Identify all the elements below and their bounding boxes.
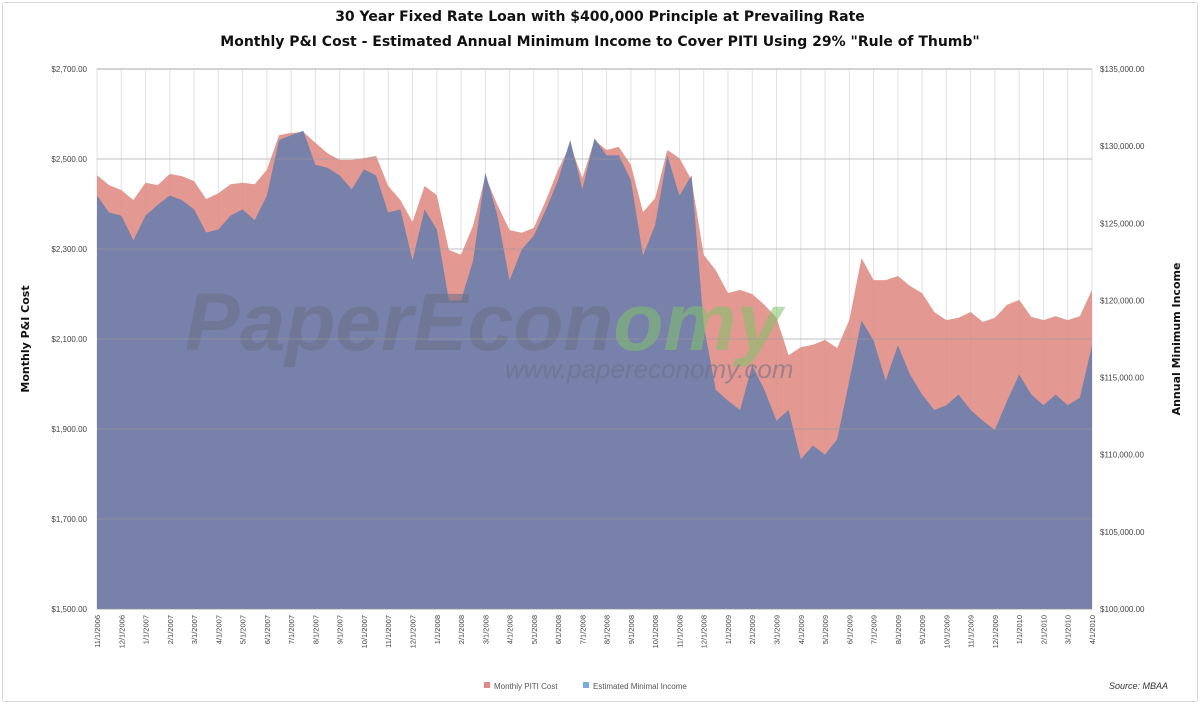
y2-axis-label: Annual Minimum Income [1170, 263, 1183, 416]
legend-label-income: Estimated Minimal Income [593, 682, 687, 691]
x-tick-label: 7/1/2009 [870, 615, 879, 644]
y2-tick-label: $120,000.00 [1100, 296, 1145, 305]
legend: Monthly PITI Cost Estimated Minimal Inco… [484, 682, 687, 691]
x-tick-label: 9/1/2009 [918, 615, 927, 644]
y-axis-label: Monthly P&I Cost [19, 285, 32, 392]
x-tick-label: 2/1/2009 [748, 615, 757, 644]
x-tick-label: 9/1/2007 [336, 615, 345, 644]
x-tick-label: 4/1/2008 [506, 615, 515, 644]
y-ticks: $1,500.00 $1,700.00 $1,900.00 $2,100.00 $2,3… [51, 65, 87, 614]
x-tick-label: 11/1/2009 [967, 615, 976, 648]
x-tick-label: 4/1/2009 [797, 615, 806, 644]
watermark-url: www.papereconomy.com [505, 354, 794, 384]
x-tick-label: 1/1/2009 [724, 615, 733, 644]
x-tick-label: 11/1/2006 [93, 615, 102, 648]
y-tick-label: $1,700.00 [51, 515, 87, 524]
y-tick-label: $2,700.00 [51, 65, 87, 74]
y-tick-label: $1,900.00 [51, 425, 87, 434]
x-tick-label: 3/1/2009 [773, 615, 782, 644]
x-tick-label: 2/1/2010 [1039, 615, 1048, 644]
plot-areas [97, 130, 1092, 609]
x-tick-label: 8/1/2009 [894, 615, 903, 644]
x-tick-label: 12/1/2009 [991, 615, 1000, 648]
x-tick-label: 5/1/2007 [239, 615, 248, 644]
x-tick-label: 3/1/2010 [1064, 615, 1073, 644]
y2-tick-label: $135,000.00 [1100, 65, 1145, 74]
x-tick-label: 11/1/2008 [675, 615, 684, 648]
chart-title: 30 Year Fixed Rate Loan with $400,000 Pr… [335, 9, 865, 25]
x-tick-label: 12/1/2008 [700, 615, 709, 648]
y-tick-label: $2,500.00 [51, 155, 87, 164]
y-tick-label: $1,500.00 [51, 605, 87, 614]
x-tick-label: 10/1/2008 [651, 615, 660, 648]
legend-swatch-income [583, 682, 589, 688]
source-note: Source: MBAA [1109, 681, 1168, 691]
x-tick-label: 2/1/2007 [166, 615, 175, 644]
x-tick-label: 10/1/2007 [360, 615, 369, 648]
y2-tick-label: $110,000.00 [1100, 451, 1144, 460]
horizontal-gridlines [97, 68, 1092, 610]
x-tick-label: 4/1/2010 [1088, 615, 1097, 644]
x-tick-label: 8/1/2007 [311, 615, 320, 644]
y2-tick-label: $105,000.00 [1100, 528, 1145, 537]
x-tick-label: 11/1/2007 [384, 615, 393, 648]
legend-swatch-piti [484, 682, 490, 688]
y2-tick-label: $125,000.00 [1100, 219, 1145, 228]
x-tick-label: 10/1/2009 [942, 615, 951, 648]
x-tick-label: 3/1/2008 [481, 615, 490, 644]
x-ticks: 11/1/2006 12/1/2006 1/1/2007 2/1/2007 3/1/20… [93, 615, 1097, 648]
y2-tick-label: $130,000.00 [1100, 142, 1145, 151]
x-tick-label: 1/1/2008 [433, 615, 442, 644]
chart-subtitle: Monthly P&I Cost - Estimated Annual Mini… [220, 34, 979, 50]
y-tick-label: $2,300.00 [51, 245, 87, 254]
x-tick-label: 12/1/2007 [408, 615, 417, 648]
watermark: PaperEconomy www.papereconomy.com [185, 277, 794, 384]
x-tick-label: 1/1/2007 [142, 615, 151, 644]
watermark-logo: PaperEconomy [185, 277, 786, 368]
x-tick-label: 1/1/2010 [1015, 615, 1024, 644]
area-series-income [97, 130, 1092, 609]
x-tick-label: 2/1/2008 [457, 615, 466, 644]
x-tick-label: 5/1/2009 [821, 615, 830, 644]
y-tick-label: $2,100.00 [51, 335, 87, 344]
x-tick-label: 7/1/2007 [287, 615, 296, 644]
x-tick-label: 4/1/2007 [214, 615, 223, 644]
y2-ticks: $100,000.00 $105,000.00 $110,000.00 $115,00… [1100, 65, 1145, 614]
x-tick-label: 3/1/2007 [190, 615, 199, 644]
x-tick-label: 5/1/2008 [530, 615, 539, 644]
x-tick-label: 12/1/2006 [117, 615, 126, 648]
x-tick-label: 6/1/2008 [554, 615, 563, 644]
y2-tick-label: $115,000.00 [1100, 374, 1144, 383]
x-tick-label: 8/1/2008 [603, 615, 612, 644]
x-tick-label: 7/1/2008 [578, 615, 587, 644]
x-tick-label: 9/1/2008 [627, 615, 636, 644]
x-tick-label: 6/1/2009 [845, 615, 854, 644]
legend-label-piti: Monthly PITI Cost [494, 682, 558, 691]
y2-tick-label: $100,000.00 [1100, 605, 1145, 614]
x-tick-label: 6/1/2007 [263, 615, 272, 644]
